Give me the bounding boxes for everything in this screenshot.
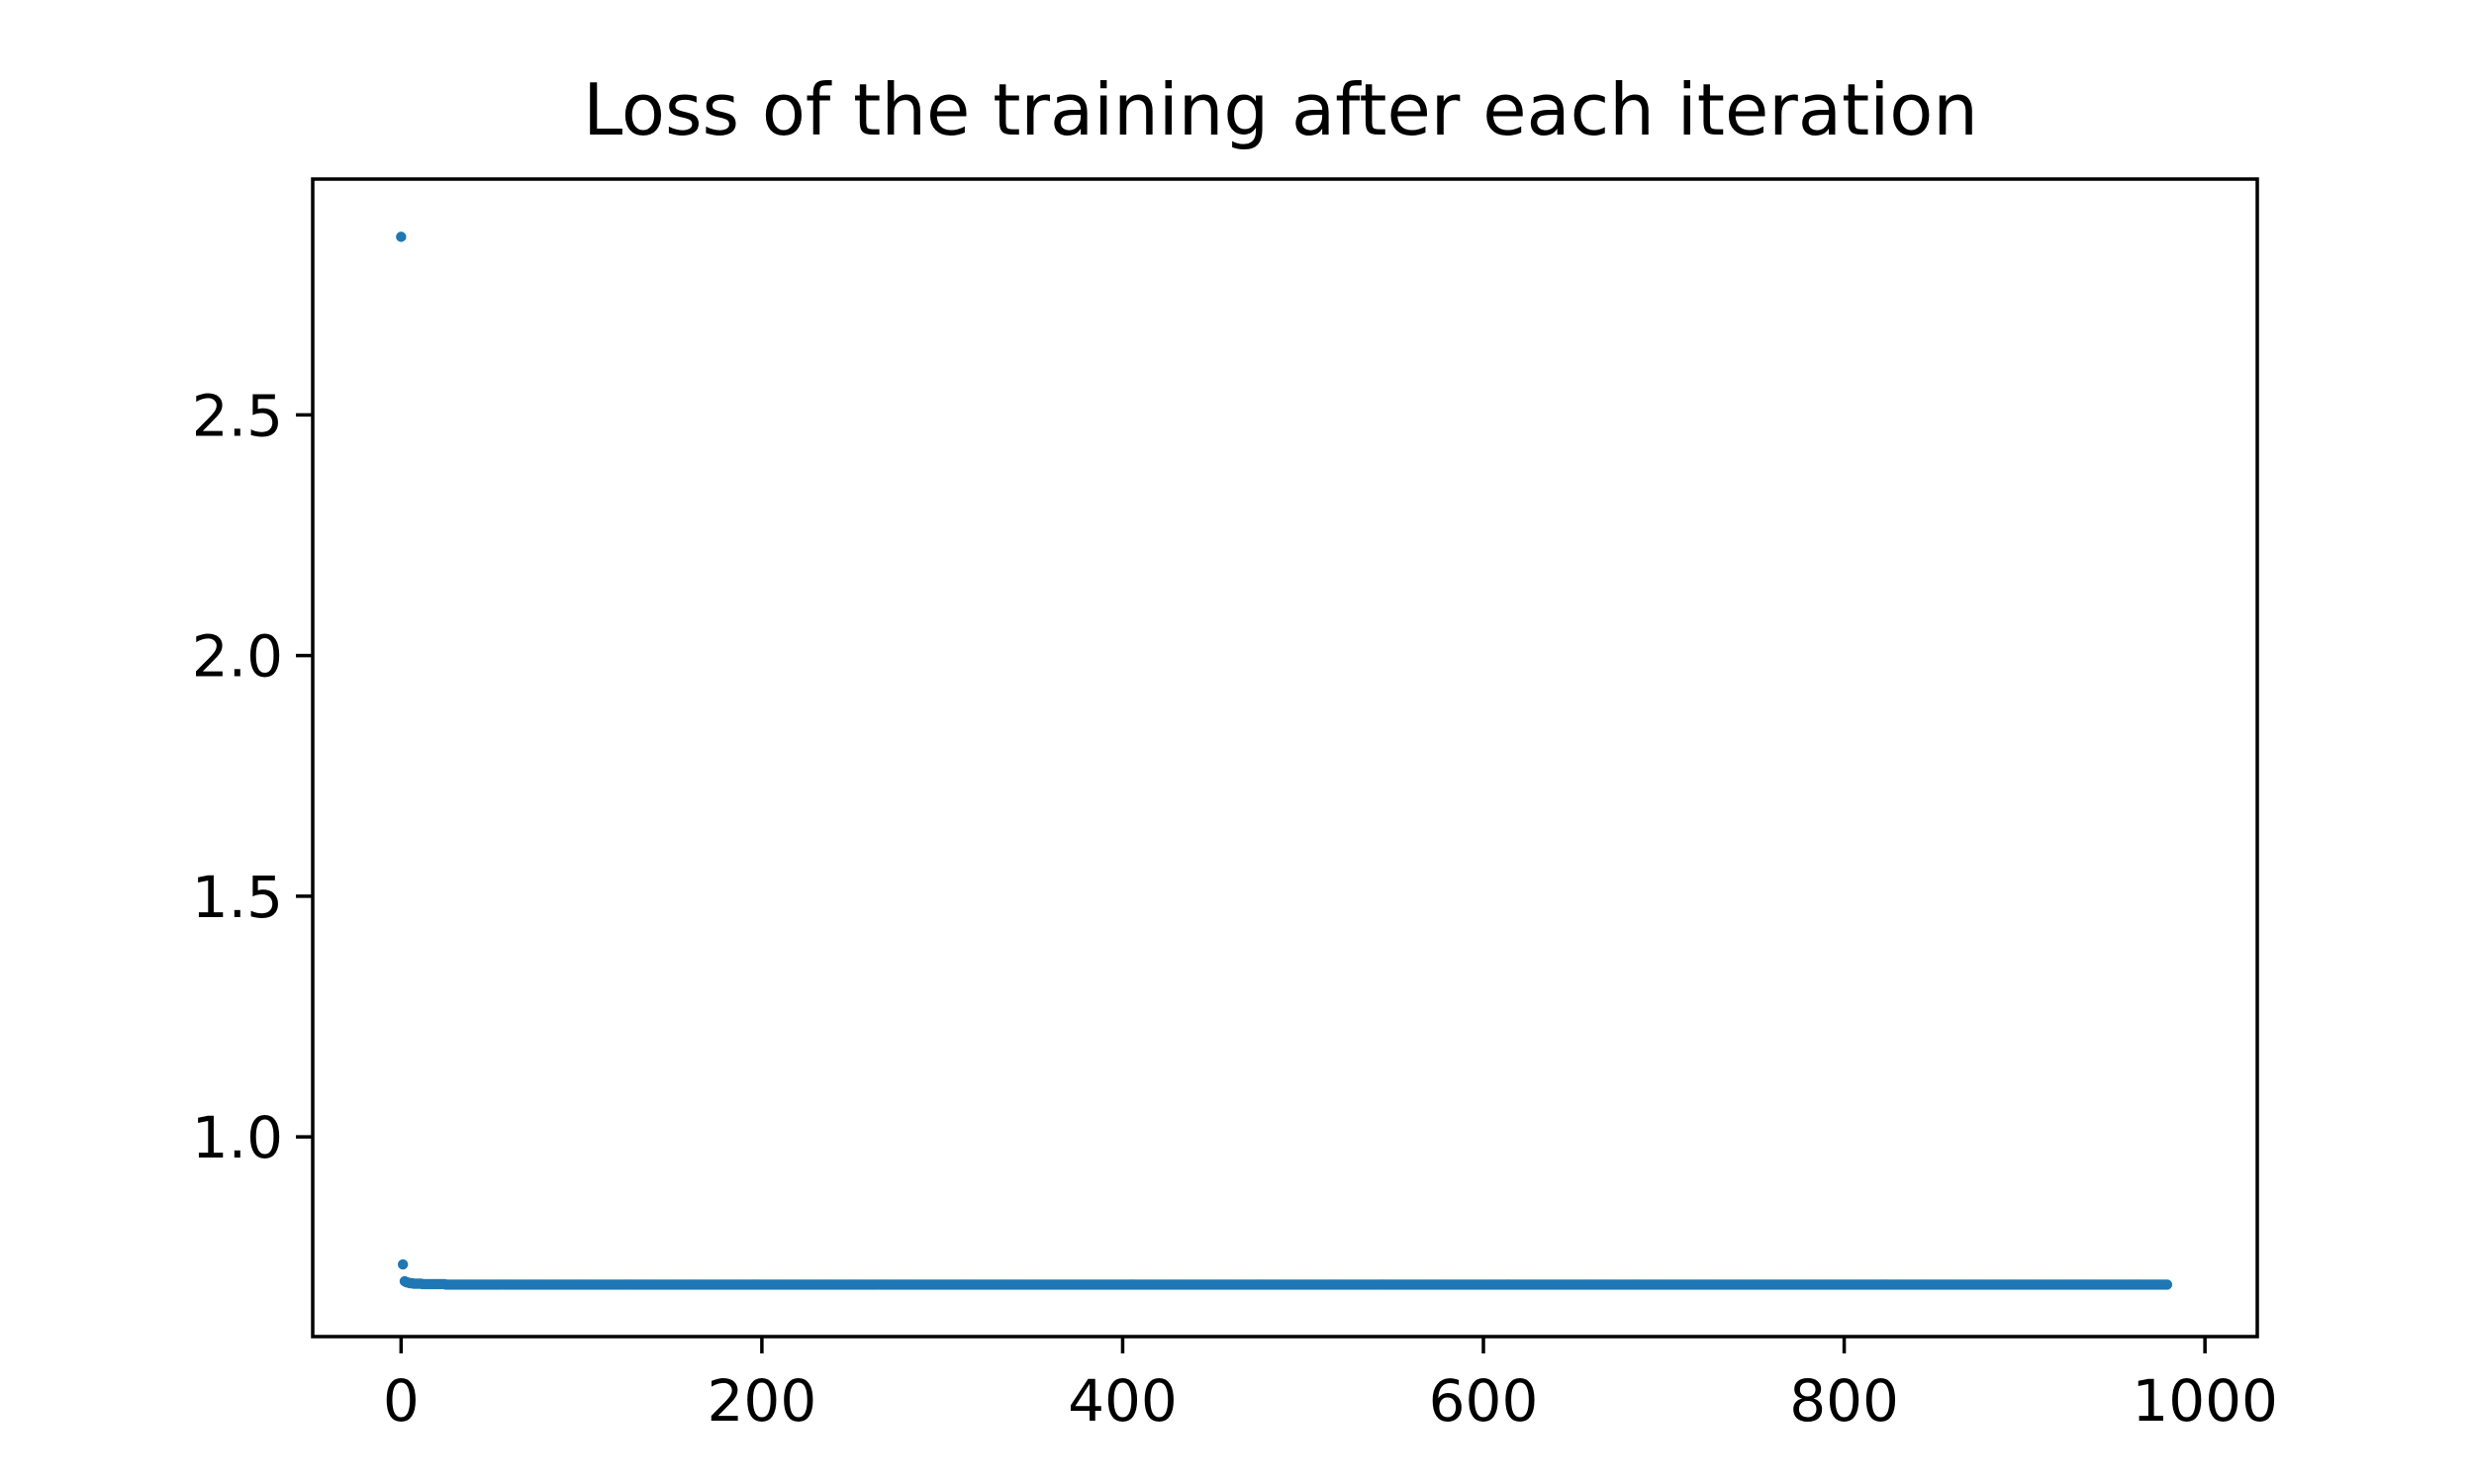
x-tick-label: 400 [1068,1367,1178,1435]
y-tick-label: 1.5 [192,864,283,931]
x-tick-label: 1000 [2132,1367,2278,1435]
data-point [396,232,407,242]
data-points [396,232,2173,1290]
data-point [2161,1279,2173,1290]
y-tick-label: 2.0 [192,623,283,691]
x-tick-label: 800 [1789,1367,1899,1435]
y-axis: 1.0 1.5 2.0 2.5 [192,382,313,1171]
x-tick-label: 600 [1429,1367,1539,1435]
data-point [397,1258,409,1270]
x-tick-label: 0 [383,1367,420,1435]
chart-title: Loss of the training after each iteratio… [583,68,1978,151]
plot-area-frame [311,177,2259,1339]
y-tick-label: 2.5 [192,382,283,449]
x-axis: 0 200 400 600 800 1000 [383,1337,2278,1435]
x-tick-label: 200 [708,1367,817,1435]
y-tick-label: 1.0 [192,1104,283,1171]
